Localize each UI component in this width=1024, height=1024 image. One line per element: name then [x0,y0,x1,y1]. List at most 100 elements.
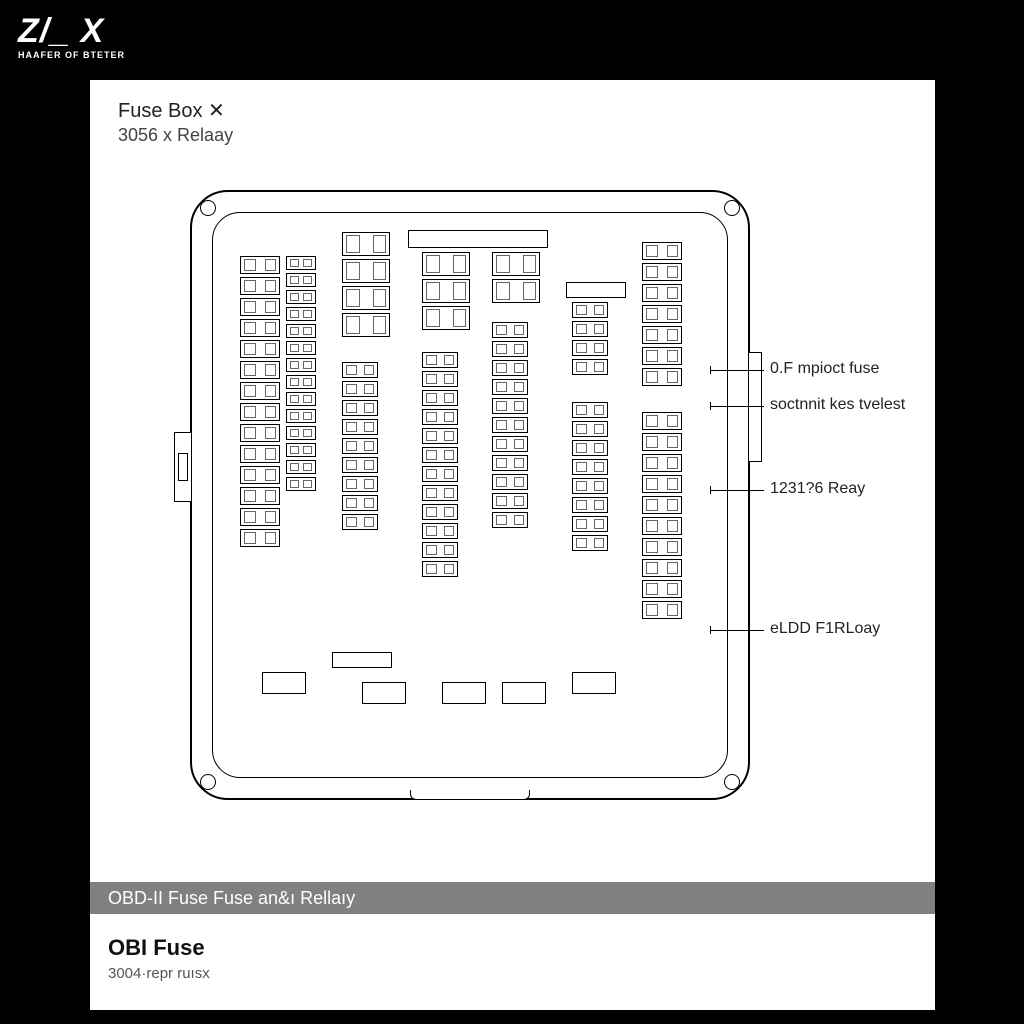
fuse [240,529,280,547]
fuse [492,436,528,452]
fuse-column-c4 [492,252,540,303]
fuse [642,580,682,598]
header-title: Fuse Box ✕ [118,98,233,123]
fuse [492,360,528,376]
callout-leader [710,490,764,491]
fuse [240,319,280,337]
fuse-column-c3 [422,252,470,330]
fuse-column-b3 [442,682,486,704]
fuse [342,476,378,492]
fuse [572,421,608,437]
fuse [492,512,528,528]
fuse [286,409,316,423]
fuse [492,252,540,276]
fuse [342,514,378,530]
component-block [332,652,392,668]
fuse [342,438,378,454]
fuse [642,347,682,365]
fuse [492,474,528,490]
fuse [492,493,528,509]
fuse [286,256,316,270]
fuse [286,324,316,338]
fuse [342,495,378,511]
fuse [422,352,458,368]
bottom-notch [410,790,530,800]
fuse-column-c5 [572,302,608,375]
fuse [492,398,528,414]
fuse [286,358,316,372]
fuse [642,538,682,556]
fuse [240,445,280,463]
brand-logo: Z/_ X HAAFER OF BTETER [18,14,125,60]
fuse [572,478,608,494]
relay [502,682,546,704]
fuse [642,368,682,386]
fuse [240,382,280,400]
relay [572,672,616,694]
fuse [286,341,316,355]
fuse-column-b4 [502,682,546,704]
header-subtitle: 3056 x Relaay [118,125,233,146]
callout-tick [710,486,711,494]
fuse [422,279,470,303]
fuse [240,277,280,295]
component-block [566,282,626,298]
side-tab-left [174,432,192,502]
fuse [342,457,378,473]
relay [442,682,486,704]
logo-sub-text: HAAFER OF BTETER [18,50,125,60]
fuse [572,302,608,318]
fuse [642,601,682,619]
page-header: Fuse Box ✕ 3056 x Relaay [118,98,233,146]
fuse-column-c4b [492,322,528,528]
fuse-column-c2b [342,362,378,530]
fuse [572,321,608,337]
fuse-column-c6b [642,412,682,619]
fuse [422,306,470,330]
fuse [342,419,378,435]
fuse [572,459,608,475]
fuse [492,341,528,357]
fuse [422,466,458,482]
fuse [422,523,458,539]
fuse [286,273,316,287]
fuse [286,290,316,304]
fuse [492,379,528,395]
fuse [422,252,470,276]
fuse [240,487,280,505]
fuse [642,305,682,323]
callout-label-0: 0.F mpioct fuse [770,360,879,378]
callout-leader [710,406,764,407]
fuse [642,326,682,344]
fuse [422,504,458,520]
fuse [572,516,608,532]
fuse-column-c1 [240,256,280,547]
fuse-column-c3b [422,352,458,577]
corner-screw-tl [200,200,216,216]
fuse [240,298,280,316]
fuse [240,424,280,442]
fuse [642,454,682,472]
fuse [572,340,608,356]
fuse [642,412,682,430]
fuse [642,242,682,260]
fuse [572,497,608,513]
corner-screw-tr [724,200,740,216]
callout-tick [710,402,711,410]
fuse [342,381,378,397]
fuse [422,371,458,387]
fuse [572,402,608,418]
callout-leader [710,370,764,371]
fuse [240,403,280,421]
fuse [642,559,682,577]
fuse [642,263,682,281]
callout-tick [710,366,711,374]
callout-label-1: soctnnit kes tvelest [770,396,905,414]
fuse [422,561,458,577]
fuse [240,508,280,526]
fuse [342,286,390,310]
fuse [286,443,316,457]
footer-subtitle: 3004·repr ruısx [108,965,210,982]
fuse [642,433,682,451]
fuse [642,475,682,493]
